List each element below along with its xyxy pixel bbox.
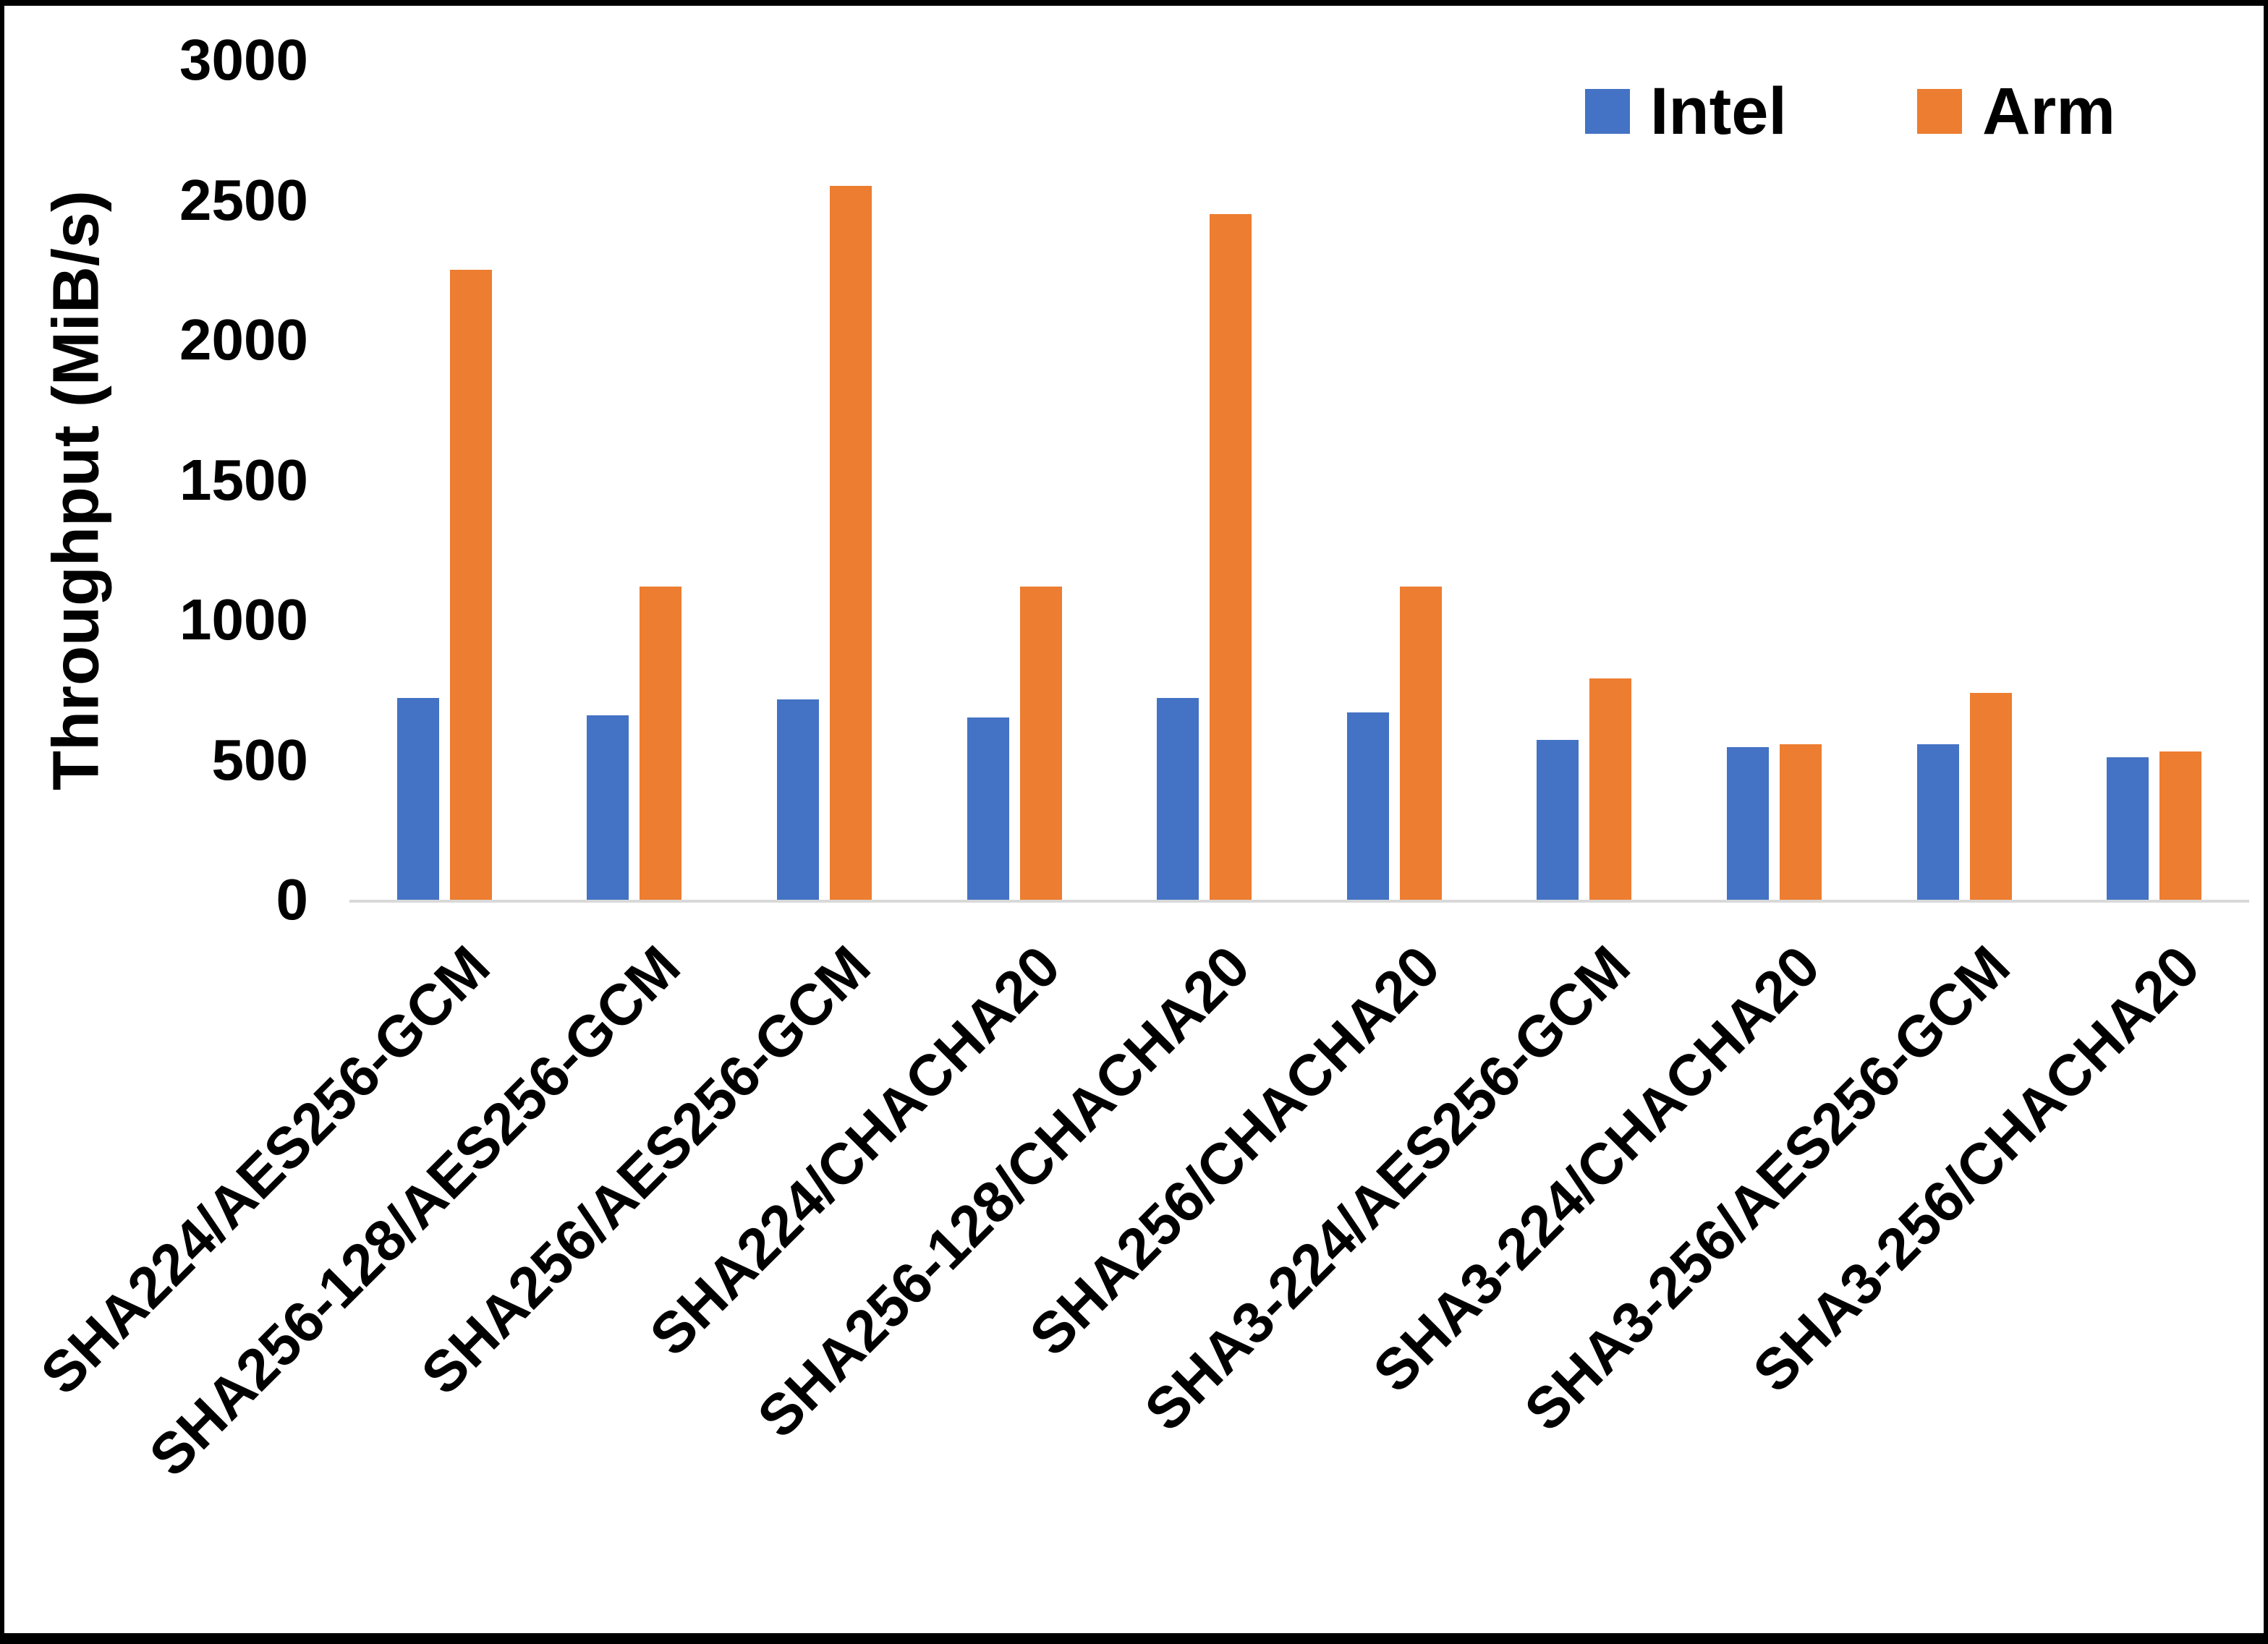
y-tick-label: 2500 [179, 167, 308, 232]
intel-bar [1347, 712, 1389, 900]
y-tick-label: 3000 [179, 27, 308, 92]
arm-bar [450, 270, 492, 900]
y-tick-label: 0 [276, 867, 309, 932]
legend-swatch-icon [1584, 89, 1630, 134]
legend-swatch-icon [1916, 89, 1962, 134]
intel-bar [587, 715, 629, 900]
intel-bar [2107, 757, 2149, 900]
intel-bar [1537, 740, 1579, 900]
arm-bar [1780, 744, 1822, 900]
arm-bar [1210, 214, 1252, 900]
legend-label: Arm [1982, 74, 2115, 148]
legend-item-arm: Arm [1916, 74, 2115, 148]
legend-item-intel: Intel [1584, 74, 1787, 148]
y-tick-label: 1000 [179, 587, 308, 652]
arm-bar [830, 186, 872, 900]
intel-bar [1157, 698, 1199, 900]
arm-bar [1400, 587, 1442, 900]
arm-bar [1970, 693, 2012, 900]
intel-bar [1917, 744, 1959, 900]
arm-bar [1589, 678, 1631, 900]
intel-bar [397, 698, 439, 900]
legend-label: Intel [1649, 74, 1787, 148]
y-tick-label: 1500 [179, 447, 308, 512]
intel-bar [967, 717, 1009, 900]
arm-bar [1020, 587, 1062, 900]
arm-bar [2159, 751, 2201, 900]
x-axis-line [349, 900, 2249, 903]
y-tick-label: 2000 [179, 307, 308, 372]
intel-bar [1727, 747, 1769, 900]
intel-bar [777, 699, 819, 900]
y-tick-label: 500 [211, 727, 308, 792]
legend: Intel Arm [1584, 74, 2115, 148]
arm-bar [640, 587, 681, 900]
